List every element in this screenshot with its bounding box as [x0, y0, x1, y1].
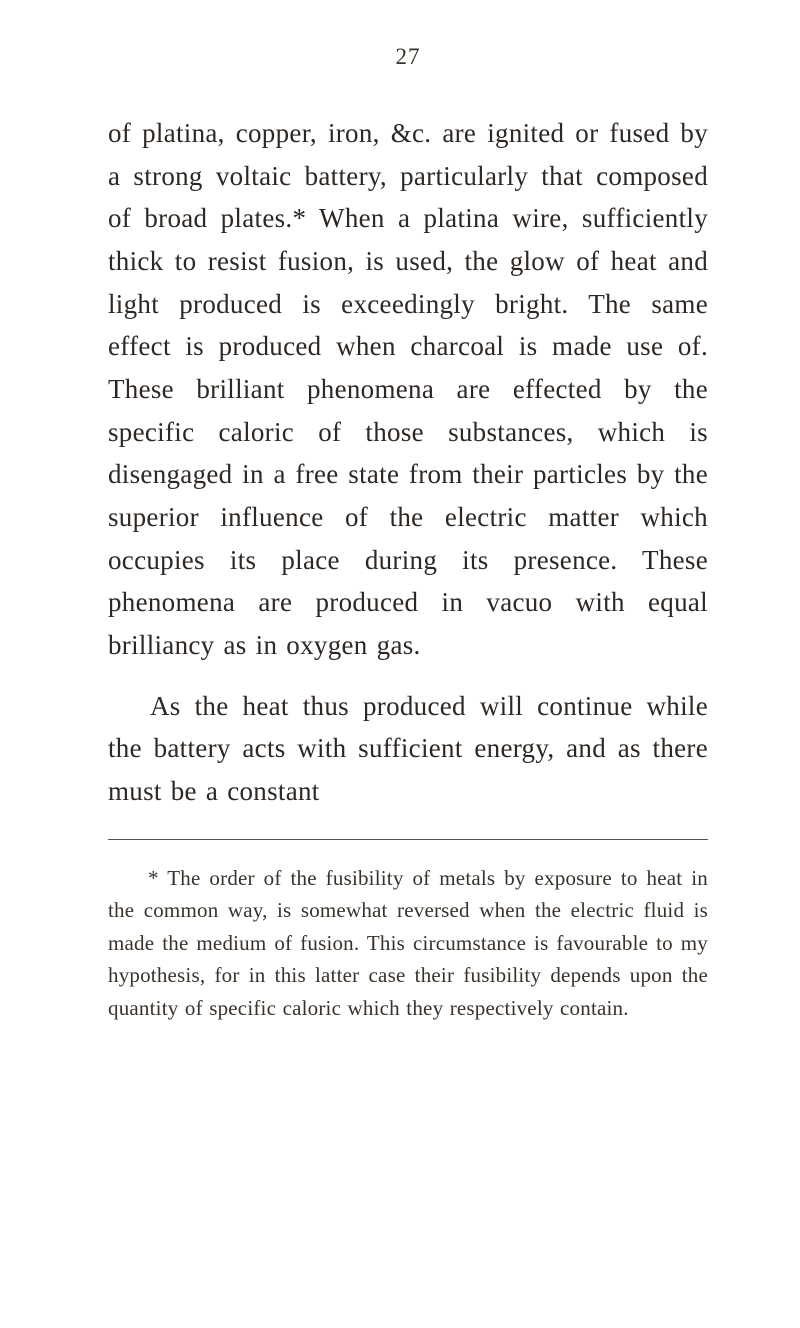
paragraph: of platina, copper, iron, &c. are ignite… [108, 112, 708, 667]
footnote: * The order of the fusibility of metals … [108, 862, 708, 1025]
page: 27 of platina, copper, iron, &c. are ign… [0, 0, 800, 1328]
footnote-divider [108, 839, 708, 840]
paragraph: As the heat thus produced will continue … [108, 685, 708, 813]
body-text: of platina, copper, iron, &c. are ignite… [108, 112, 708, 813]
page-number: 27 [108, 44, 708, 70]
